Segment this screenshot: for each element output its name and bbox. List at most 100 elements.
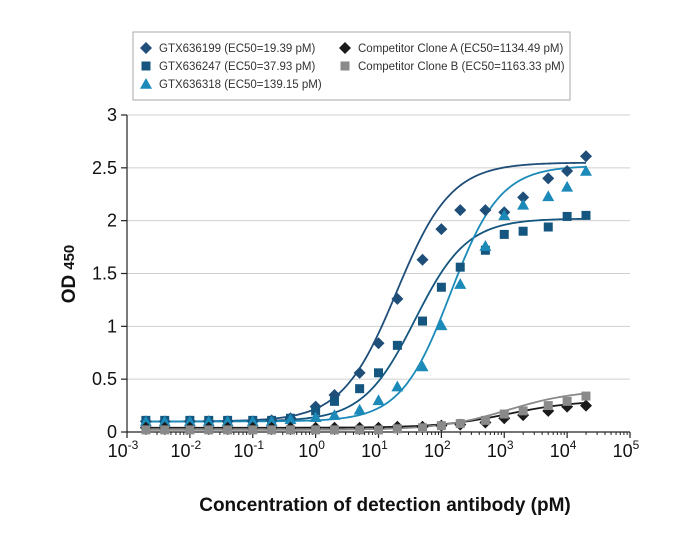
fit-curve-3 <box>145 165 587 423</box>
data-point-s3 <box>561 180 574 192</box>
legend-marker-1 <box>140 42 152 54</box>
y-tick-label: 1.5 <box>92 264 117 284</box>
data-point-s3 <box>265 415 278 427</box>
data-point-s2 <box>311 406 321 416</box>
data-point-s5 <box>392 424 402 434</box>
data-point-s5 <box>160 425 170 435</box>
data-point-s2 <box>581 210 591 220</box>
data-point-s3 <box>246 415 259 427</box>
x-tick-label: 100 <box>298 438 325 461</box>
legend-marker-5 <box>340 61 350 71</box>
x-tick-label: 105 <box>613 438 640 461</box>
y-tick-label: 2 <box>107 211 117 231</box>
data-point-s2 <box>329 396 339 406</box>
y-axis-title-main: OD <box>59 275 80 304</box>
data-point-s5 <box>141 425 151 435</box>
data-point-s3 <box>542 190 555 202</box>
data-point-s3 <box>221 415 234 427</box>
data-point-s2 <box>518 226 528 236</box>
data-point-s5 <box>562 396 572 406</box>
data-point-s3 <box>517 198 530 210</box>
data-point-s3 <box>372 394 385 406</box>
data-point-s3 <box>158 415 171 427</box>
legend-marker-2 <box>141 61 151 71</box>
data-point-s5 <box>418 423 428 433</box>
legend-label-2: GTX636247 (EC50=37.93 pM) <box>159 61 315 73</box>
legend-marker-3 <box>140 78 152 89</box>
data-point-s2 <box>499 229 509 239</box>
data-point-s2 <box>374 368 383 378</box>
data-point-s2 <box>436 282 446 292</box>
data-point-s5 <box>248 425 258 435</box>
legend-label-1: GTX636199 (EC50=19.39 pM) <box>159 43 315 55</box>
data-point-s2 <box>392 340 402 350</box>
data-point-s2 <box>543 222 553 232</box>
y-tick-label: 0 <box>107 422 117 442</box>
data-point-s1 <box>416 253 429 266</box>
legend-label-5: Competitor Clone B (EC50=1163.33 pM) <box>358 61 565 73</box>
y-axis-title: OD 450 <box>59 245 80 304</box>
data-point-s5 <box>581 391 591 401</box>
data-point-s3 <box>353 403 366 415</box>
data-point-s3 <box>454 278 467 289</box>
data-point-s1 <box>435 223 448 236</box>
data-point-s2 <box>418 316 428 326</box>
x-tick-label: 103 <box>487 438 514 461</box>
fit-curve-1 <box>145 161 586 423</box>
data-point-s5 <box>204 425 214 435</box>
data-point-s5 <box>311 425 321 435</box>
data-point-s3 <box>579 165 592 176</box>
legend-label-3: GTX636318 (EC50=139.15 pM) <box>159 79 322 91</box>
legend-label-4: Competitor Clone A (EC50=1134.49 pM) <box>358 43 563 55</box>
data-point-s5 <box>267 425 277 435</box>
data-point-s5 <box>518 406 528 416</box>
data-point-s3 <box>309 411 322 423</box>
data-point-s5 <box>499 409 509 419</box>
data-point-s5 <box>436 421 446 431</box>
data-point-s1 <box>479 204 492 217</box>
data-point-s4 <box>579 399 592 412</box>
data-point-s1 <box>579 150 592 163</box>
data-point-s3 <box>416 360 429 372</box>
legend-box <box>132 31 571 101</box>
data-point-s3 <box>479 240 492 251</box>
data-point-s5 <box>455 419 465 429</box>
data-point-s3 <box>139 415 152 427</box>
data-point-s3 <box>183 415 196 427</box>
data-point-s5 <box>480 415 490 425</box>
data-point-s3 <box>391 380 404 392</box>
data-point-s1 <box>561 165 574 178</box>
fit-curves <box>145 161 587 431</box>
data-point-s5 <box>355 425 365 435</box>
data-points <box>139 150 592 435</box>
data-point-s5 <box>329 425 339 435</box>
y-tick-label: 0.5 <box>92 369 117 389</box>
legend: GTX636199 (EC50=19.39 pM) GTX636247 (EC50… <box>132 31 571 101</box>
data-point-s3 <box>498 209 511 221</box>
data-point-s3 <box>328 409 341 420</box>
data-point-s5 <box>543 401 553 411</box>
fit-curve-2 <box>145 217 587 423</box>
y-axis-title-sub: 450 <box>61 245 78 270</box>
x-tick-label: 101 <box>361 438 388 461</box>
y-tick-label: 2.5 <box>92 158 117 178</box>
data-point-s3 <box>202 415 215 427</box>
x-tick-label: 10-1 <box>233 438 264 461</box>
y-tick-label: 1 <box>107 316 117 336</box>
data-point-s1 <box>542 172 555 185</box>
data-point-s1 <box>454 204 467 217</box>
data-point-s5 <box>185 425 195 435</box>
data-point-s5 <box>374 425 383 435</box>
data-point-s1 <box>353 366 366 379</box>
x-tick-label: 104 <box>550 438 577 461</box>
gridlines <box>127 114 630 380</box>
fit-curve-5 <box>145 392 587 431</box>
legend-marker-4 <box>339 42 351 54</box>
data-point-s2 <box>355 384 365 394</box>
data-point-s1 <box>372 337 385 350</box>
fit-curve-4 <box>145 401 587 429</box>
data-point-s3 <box>435 319 448 331</box>
x-tick-label: 10-3 <box>108 438 139 461</box>
data-point-s5 <box>223 425 233 435</box>
